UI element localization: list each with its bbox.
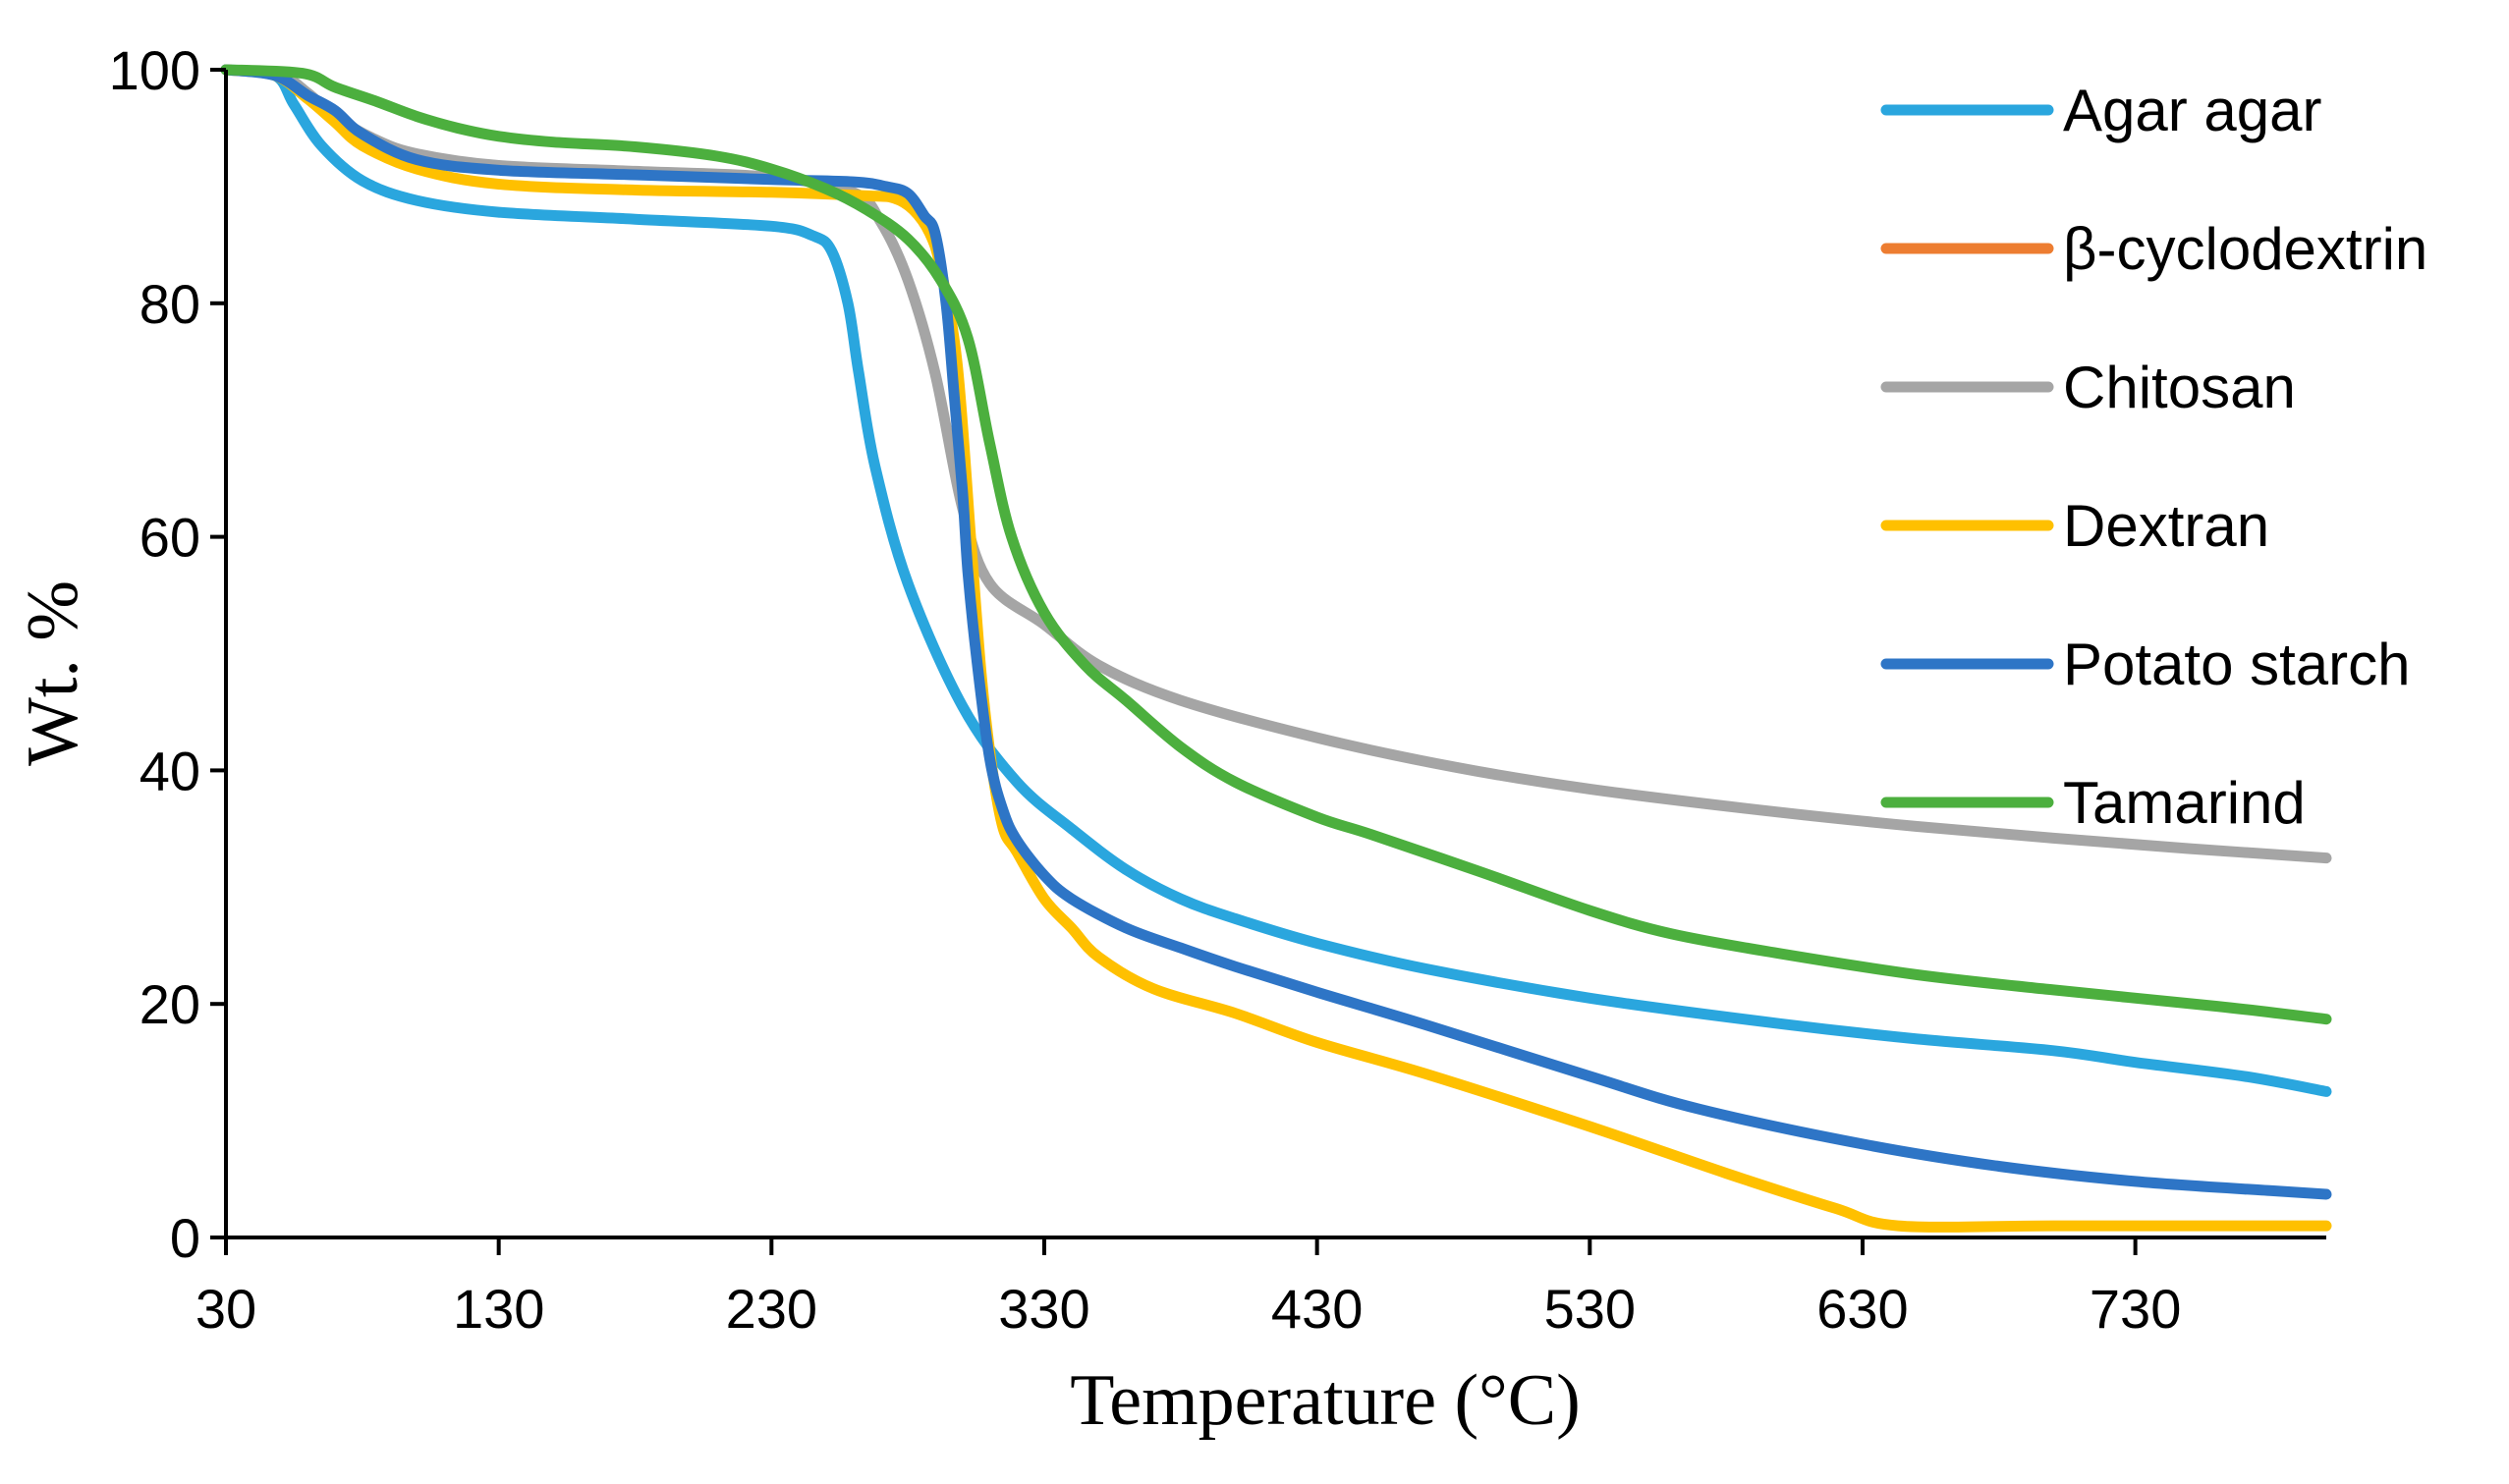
legend: Agar agar β-cyclodextrin Chitosan Dextran Po…: [1880, 78, 2427, 836]
y-tick-label: 0: [170, 1207, 200, 1269]
y-tick-label: 20: [139, 973, 200, 1035]
x-tick-label: 130: [453, 1278, 544, 1340]
y-tick-label: 80: [139, 273, 200, 335]
x-tick-label: 630: [1816, 1278, 1908, 1340]
axes: [224, 70, 2326, 1239]
x-tick-label: 530: [1544, 1278, 1636, 1340]
legend-label-dextran: Dextran: [2063, 493, 2269, 559]
legend-label-cyclodextrin: β-cyclodextrin: [2063, 216, 2427, 282]
x-tick-label: 30: [195, 1278, 256, 1340]
x-tick-label: 430: [1271, 1278, 1363, 1340]
plot-lines: [220, 64, 2332, 1233]
series-line-tamarind: [220, 64, 2332, 1025]
y-ticks: 0 20 40 60 80 100: [109, 39, 226, 1269]
series-line-potato-starch: [220, 64, 2332, 1200]
y-tick-label: 40: [139, 740, 200, 801]
x-axis-title: Temperature (°C): [1070, 1360, 1581, 1441]
x-ticks: 30 130 230 330 430 530 630 730: [195, 1237, 2181, 1340]
y-tick-label: 60: [139, 507, 200, 569]
legend-label-potato-starch: Potato starch: [2063, 632, 2411, 697]
legend-label-chitosan: Chitosan: [2063, 355, 2296, 420]
series-line-agar-agar: [220, 64, 2332, 1097]
legend-label-tamarind: Tamarind: [2063, 770, 2306, 836]
y-axis-title: Wt. %: [13, 580, 93, 766]
x-tick-label: 230: [726, 1278, 817, 1340]
legend-label-agar-agar: Agar agar: [2063, 78, 2322, 143]
y-tick-label: 100: [109, 39, 200, 101]
x-tick-label: 730: [2090, 1278, 2181, 1340]
x-tick-label: 330: [998, 1278, 1089, 1340]
